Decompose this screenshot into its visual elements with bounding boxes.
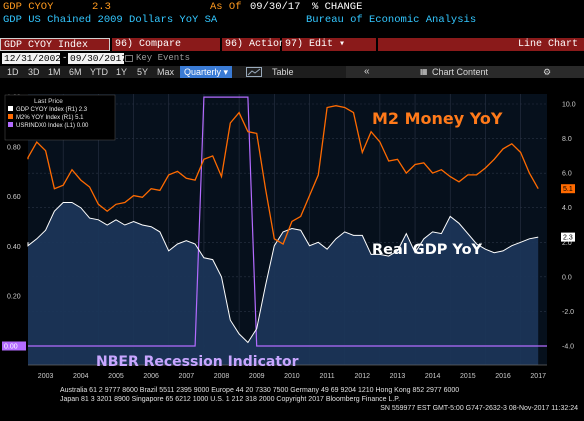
description-row: GDP US Chained 2009 Dollars YoY SA Burea… — [0, 14, 584, 26]
last-value: 2.3 — [92, 1, 111, 13]
x-tick-label: 2014 — [425, 373, 441, 380]
left-tick-label: 0.40 — [7, 244, 21, 251]
x-tick-label: 2013 — [390, 373, 406, 380]
period-6m[interactable]: 6M — [69, 67, 82, 77]
right-tick-label: 2.0 — [562, 240, 572, 247]
x-tick-label: 2003 — [38, 373, 54, 380]
right-tick-label: -2.0 — [562, 309, 574, 316]
annotation-gdp: Real GDP YoY — [372, 242, 483, 258]
ticker[interactable]: GDP CYOY — [3, 1, 54, 13]
table-button[interactable]: Table — [272, 67, 294, 77]
left-tick-label: 0.60 — [7, 194, 21, 201]
asof-label: As Of — [210, 1, 242, 13]
x-tick-label: 2011 — [320, 373, 335, 380]
nber-series-line[interactable] — [28, 96, 547, 347]
footer-line-1: Australia 61 2 9777 8600 Brazil 5511 239… — [60, 387, 460, 394]
chart-type-label[interactable]: Line Chart — [378, 38, 584, 51]
gdp-last-badge-bg — [561, 232, 575, 242]
actions-menu[interactable]: 96) Actions ▾ — [222, 38, 303, 51]
x-tick-label: 2009 — [249, 373, 265, 380]
period-3d[interactable]: 3D — [28, 67, 40, 77]
right-tick-label: -4.0 — [562, 344, 574, 351]
series-lines — [27, 96, 547, 347]
legend-title: Last Price — [34, 98, 63, 105]
m2-last-badge-bg — [561, 184, 575, 194]
right-tick-label: 8.0 — [562, 136, 572, 143]
left-tick-label: 0.20 — [7, 294, 21, 301]
chart-legend: Last Price GDP CYOY Index (R1) 2.3 M2% YO… — [4, 94, 116, 141]
asof-date[interactable]: 09/30/17 — [250, 1, 301, 13]
left-tick-label: 0.80 — [7, 144, 21, 151]
m2-last-badge: 5.1 — [563, 186, 573, 193]
end-date-input[interactable]: 09/30/2017 — [68, 53, 128, 64]
gear-icon[interactable]: ⚙ — [543, 67, 552, 77]
function-toolbar: GDP CYOY Index 96) Compare 96) Actions ▾… — [0, 38, 584, 51]
legend-swatch — [8, 106, 13, 111]
period-5y[interactable]: 5Y — [137, 67, 149, 77]
x-tick-label: 2006 — [143, 373, 159, 380]
legend-swatch — [8, 114, 13, 119]
x-tick-label: 2007 — [179, 373, 195, 380]
chart-content-icon[interactable]: ▦ — [420, 67, 428, 76]
nber-last-badge-bg — [2, 341, 26, 351]
change-mode[interactable]: % CHANGE — [312, 1, 363, 13]
legend-entry: M2% YOY Index (R1) 5.1 — [16, 115, 84, 121]
x-tick-label: 2012 — [354, 373, 370, 380]
x-tick-label: 2004 — [73, 373, 89, 380]
last-value-badges: 2.3 5.1 0.00 — [2, 184, 575, 351]
nber-last-badge: 0.00 — [4, 344, 18, 351]
chart-content-button[interactable]: Chart Content — [432, 67, 489, 77]
right-tick-label: 6.0 — [562, 171, 572, 178]
period-1m[interactable]: 1M — [48, 67, 61, 77]
compare-button[interactable]: 96) Compare — [112, 38, 220, 51]
legend-entry: USRINDX0 Index (L1) 0.00 — [16, 123, 89, 129]
m2-series-line[interactable] — [27, 105, 539, 245]
right-tick-label: 10.0 — [562, 102, 576, 109]
annotation-nber: NBER Recession Indicator — [96, 354, 299, 370]
collapse-button[interactable]: « — [364, 66, 370, 77]
period-1d[interactable]: 1D — [7, 67, 19, 77]
x-tick-label: 2015 — [460, 373, 476, 380]
right-tick-label: 4.0 — [562, 205, 572, 212]
frequency-select[interactable]: Quarterly ▾ — [180, 66, 233, 78]
data-source: Bureau of Economic Analysis — [306, 14, 477, 26]
key-events-checkbox[interactable] — [125, 55, 133, 62]
x-tick-label: 2010 — [284, 373, 300, 380]
line-chart[interactable]: 1.000.800.600.400.20 10.08.06.04.02.00.0… — [0, 80, 584, 382]
footer-line-3: SN 559977 EST GMT-5:00 G747-2632-3 08-No… — [380, 405, 578, 412]
period-max[interactable]: Max — [157, 67, 175, 77]
index-field[interactable]: GDP CYOY Index — [0, 38, 110, 51]
footer-line-2: Japan 81 3 3201 8900 Singapore 65 6212 1… — [60, 396, 401, 403]
x-tick-label: 2016 — [495, 373, 511, 380]
gdp-series-line[interactable] — [27, 202, 539, 344]
right-tick-label: 0.0 — [562, 274, 572, 281]
x-tick-label: 2005 — [108, 373, 124, 380]
annotation-m2: M2 Money YoY — [372, 109, 503, 128]
date-range-row: 12/31/2002 - 09/30/2017 Key Events — [0, 53, 584, 65]
start-date-input[interactable]: 12/31/2002 — [2, 53, 62, 64]
security-header: GDP CYOY 2.3 As Of 09/30/17 % CHANGE — [0, 0, 584, 13]
x-tick-label: 2008 — [214, 373, 230, 380]
key-events-label: Key Events — [136, 53, 191, 63]
chart-content-bar — [346, 66, 584, 78]
period-ytd[interactable]: YTD — [90, 67, 108, 77]
gdp-last-badge: 2.3 — [563, 235, 573, 242]
right-axis: 10.0 8.0 6.0 4.0 2.0 0.0 -2.0 -4.0 — [562, 102, 576, 351]
legend-swatch — [8, 122, 13, 127]
period-toolbar: 1D 3D 1M 6M YTD 1Y 5Y Max Quarterly ▾ Ta… — [0, 66, 584, 78]
security-description: GDP US Chained 2009 Dollars YoY SA — [3, 14, 218, 26]
legend-entry: GDP CYOY Index (R1) 2.3 — [16, 107, 88, 113]
period-1y[interactable]: 1Y — [116, 67, 128, 77]
chart-style-icon[interactable] — [246, 67, 262, 78]
x-axis: 2003 2004 2005 2006 2007 2008 2009 2010 2011 2012… — [28, 364, 547, 380]
legend-box — [4, 94, 116, 141]
edit-menu[interactable]: 97) Edit ▾ — [282, 38, 376, 51]
x-tick-label: 2017 — [530, 373, 546, 380]
range-separator: - — [62, 53, 68, 63]
